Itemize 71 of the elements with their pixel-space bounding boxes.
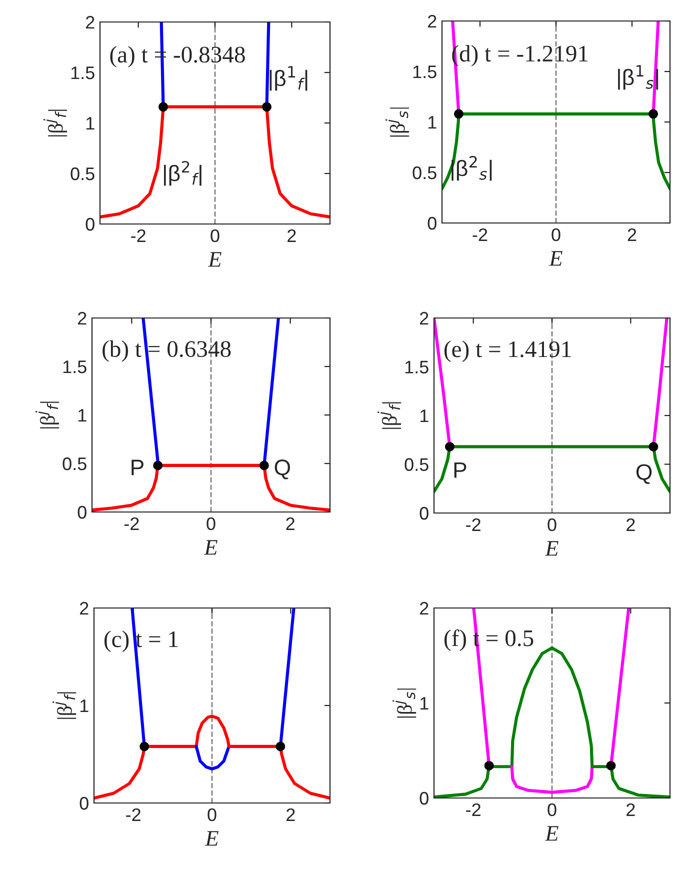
y-tick-label: 0.5 xyxy=(70,167,94,180)
annotation: (e) xyxy=(444,340,469,362)
x-tick-label: 0 xyxy=(552,228,560,242)
y-tick-label: 2 xyxy=(86,16,94,29)
y-axis-title: |β$^{j}$$_{f}$| xyxy=(36,402,60,428)
annotation: (b) xyxy=(102,340,128,362)
x-tick-label: 0 xyxy=(208,808,216,822)
y-tick-label: 1 xyxy=(78,409,86,422)
y-axis-title: |β$^{j}$$_{s}$| xyxy=(386,108,410,137)
annotation: t = -1.2191 xyxy=(484,46,588,62)
y-tick-label: 0 xyxy=(86,218,94,231)
annotation: P xyxy=(454,462,466,478)
annotation: |β$^{2}$$_{f}$| xyxy=(164,160,202,186)
y-tick-label: 1.5 xyxy=(413,66,436,78)
y-tick-label: 1 xyxy=(428,116,436,129)
annotation: |β$^{1}$$_{f}$| xyxy=(270,66,308,91)
y-tick-label: 0 xyxy=(428,216,436,230)
y-axis-title: |β$^{j}$$_{f}$| xyxy=(378,402,402,429)
y-tick-label: 1 xyxy=(420,410,428,422)
x-tick-label: 0 xyxy=(210,229,220,242)
x-axis-title: E xyxy=(204,831,218,846)
y-axis-title: |β$^{j}$$_{f}$| xyxy=(52,692,76,719)
y-tick-label: 2 xyxy=(420,312,428,325)
x-axis-title: E xyxy=(548,251,562,266)
x-tick-label: -2 xyxy=(472,228,488,241)
y-tick-label: 2 xyxy=(428,14,436,28)
x-tick-label: 2 xyxy=(286,517,294,530)
y-tick-label: 1 xyxy=(80,700,88,712)
x-tick-label: 0 xyxy=(548,518,556,532)
annotation: Q xyxy=(636,464,652,484)
annotation: t = 0.6348 xyxy=(135,341,231,358)
y-tick-label: 0 xyxy=(420,506,428,520)
x-tick-label: 2 xyxy=(628,228,636,241)
annotation: |β$^{1}$$_{s}$| xyxy=(618,65,658,90)
annotation: (f) xyxy=(444,629,466,652)
x-tick-label: 2 xyxy=(626,518,635,531)
x-tick-label: 2 xyxy=(286,808,295,821)
annotation: (a) xyxy=(110,46,134,68)
x-tick-label: 2 xyxy=(288,229,296,242)
x-axis-title: E xyxy=(204,540,218,555)
annotation: (c) xyxy=(104,630,129,652)
x-tick-label: -2 xyxy=(126,808,140,821)
x-tick-label: -2 xyxy=(124,517,139,530)
x-tick-label: 0 xyxy=(548,803,556,816)
x-tick-label: 2 xyxy=(626,803,635,816)
annotation: |β$^{2}$$_{s}$| xyxy=(452,156,492,181)
x-axis-title: E xyxy=(208,252,222,267)
annotation: P xyxy=(132,460,144,476)
y-tick-label: 1.5 xyxy=(405,360,428,374)
y-tick-label: 0.5 xyxy=(404,458,428,471)
y-tick-label: 0 xyxy=(78,506,86,519)
x-tick-label: -2 xyxy=(466,803,480,816)
annotation: Q xyxy=(274,460,290,480)
annotation: t = 1.4191 xyxy=(476,341,571,358)
x-axis-title: E xyxy=(544,826,558,841)
y-tick-label: 1.5 xyxy=(71,66,94,80)
x-axis-title: E xyxy=(544,541,558,556)
y-tick-label: 0 xyxy=(420,792,428,805)
y-tick-label: 1.5 xyxy=(63,360,86,374)
y-tick-label: 2 xyxy=(80,602,88,615)
y-axis-title: |β$^{j}$$_{s}$| xyxy=(392,688,416,718)
x-tick-label: -2 xyxy=(131,229,146,242)
y-tick-label: 2 xyxy=(420,602,428,615)
y-tick-label: 0.5 xyxy=(62,457,86,470)
y-tick-label: 0.5 xyxy=(412,166,436,180)
x-tick-label: -2 xyxy=(466,518,480,531)
y-tick-label: 2 xyxy=(78,312,86,325)
y-axis-title: |β$^{j}$$_{f}$| xyxy=(44,110,68,136)
y-tick-label: 1 xyxy=(86,117,94,130)
y-tick-label: 1 xyxy=(420,697,428,710)
x-tick-label: 0 xyxy=(206,517,216,530)
